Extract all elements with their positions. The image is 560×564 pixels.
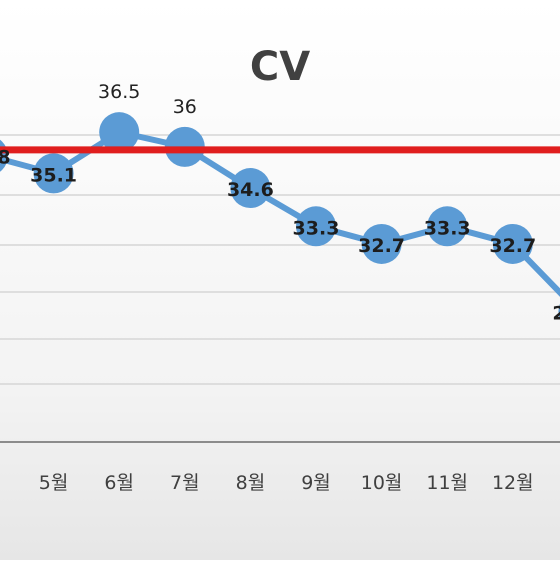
x-tick-label: 11월	[426, 472, 468, 494]
data-point	[230, 168, 271, 209]
x-tick-label: 8월	[236, 472, 266, 494]
data-label: 34.6	[227, 179, 274, 201]
data-label: 33.3	[293, 217, 340, 239]
data-point	[361, 223, 402, 264]
x-tick-label: 9월	[301, 472, 331, 494]
data-label: 36	[173, 96, 197, 118]
gridlines	[0, 134, 560, 385]
data-point	[296, 206, 336, 247]
series-line	[0, 112, 560, 320]
series-polyline	[0, 129, 560, 297]
x-tick-label: 5월	[39, 472, 69, 494]
x-tick-label: 7월	[170, 472, 200, 494]
x-tick-label: 6월	[104, 472, 134, 494]
data-label: 8	[0, 147, 11, 169]
data-point	[99, 112, 140, 153]
x-tick-label: 10월	[361, 472, 403, 494]
data-point	[33, 153, 74, 194]
data-label: 32.7	[489, 235, 536, 257]
x-axis: 5월6월7월8월9월10월11월12월2	[0, 441, 560, 494]
data-point	[427, 206, 468, 247]
x-tick-label: 12월	[492, 472, 534, 494]
data-label: 36.5	[98, 81, 140, 103]
data-label: 32.7	[358, 235, 405, 257]
data-label: 35.1	[30, 164, 77, 186]
data-label: 33.3	[424, 217, 471, 239]
data-labels: 8 35.1 36.5 36 34.6 33.3 32.7 33.3 32.7 2	[0, 81, 560, 324]
data-label: 2	[552, 303, 560, 325]
chart-title: CV	[250, 44, 310, 90]
data-point	[492, 223, 533, 264]
